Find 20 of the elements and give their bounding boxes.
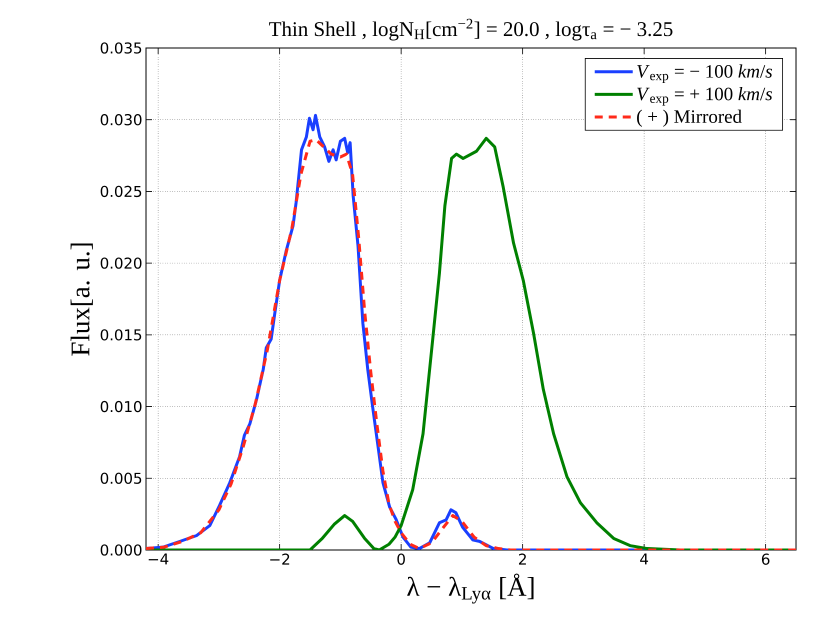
y-tick-label: 0.030 xyxy=(100,114,142,126)
y-tick-label: 0.005 xyxy=(100,472,142,484)
y-tick-label: 0.035 xyxy=(100,42,142,54)
legend-label: V$_{exp}$ = − 100 km/s xyxy=(637,64,772,83)
y-axis-title: Flux[a. u.] xyxy=(70,243,93,356)
y-tick-label: 0.025 xyxy=(100,186,142,198)
y-tick-label: 0.000 xyxy=(100,544,142,556)
legend-label: ( + ) Mirrored xyxy=(637,110,742,127)
x-tick-label: 0 xyxy=(397,554,405,565)
x-tick-label: −4 xyxy=(148,554,168,564)
x-tick-label: 2 xyxy=(518,554,526,565)
legend-label: V$_{exp}$ = + 100 km/s xyxy=(637,87,772,106)
y-tick-label: 0.010 xyxy=(100,400,142,412)
x-tick-label: 6 xyxy=(762,554,770,565)
x-tick-label: 4 xyxy=(640,554,648,564)
y-tick-label: 0.015 xyxy=(100,329,142,340)
y-tick-label: 0.020 xyxy=(100,257,142,269)
chart-title: Thin Shell , logN$_{H}$[cm$^{−2}$] = 20.0 , logτ$_{a}$ = − 3.25 xyxy=(269,18,672,40)
x-axis-title: λ − λ$_{Lyα}$ [Å] xyxy=(407,574,534,604)
x-tick-label: −2 xyxy=(270,554,290,565)
